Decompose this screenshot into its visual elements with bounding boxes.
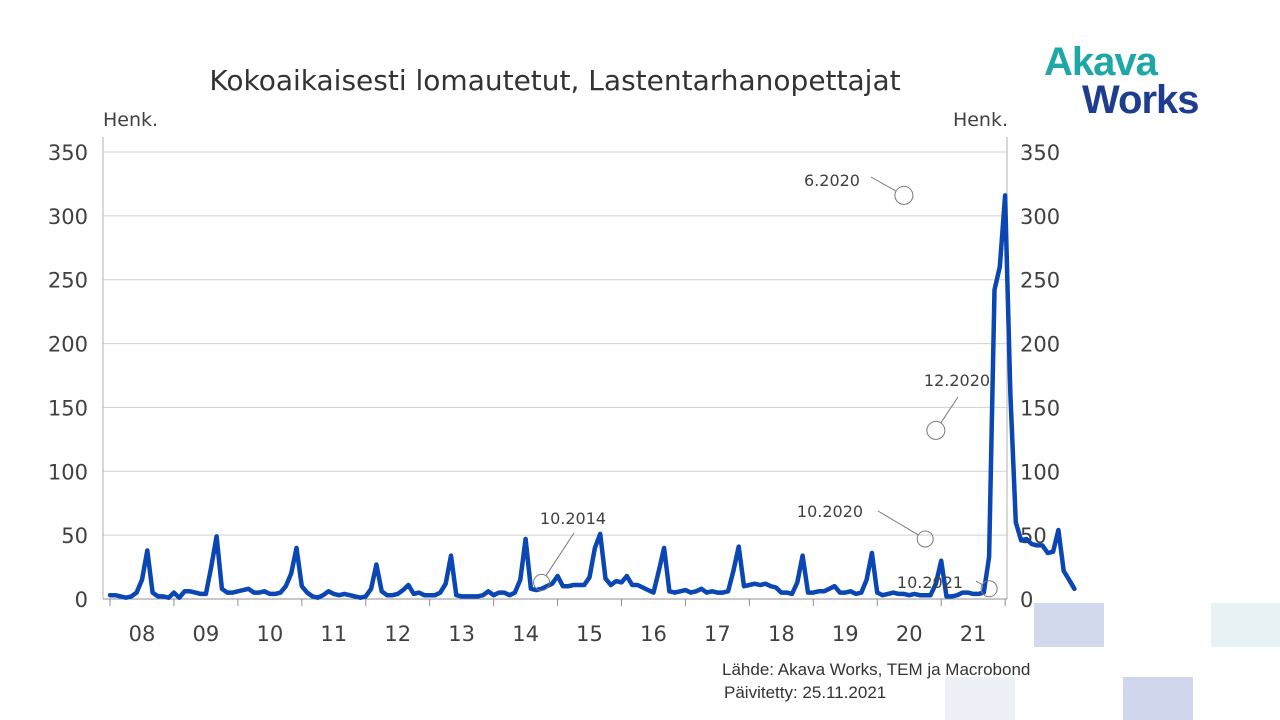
y-tick-label-right: 350 xyxy=(1020,141,1060,165)
gridlines xyxy=(103,151,1007,536)
source-note: Lähde: Akava Works, TEM ja Macrobond xyxy=(722,660,1031,679)
y-tick-label-left: 200 xyxy=(48,333,88,357)
annotation-leader xyxy=(975,580,983,586)
annotations: 6.2020 12.2020 10.2020 10.2014 10.2021 xyxy=(533,171,998,598)
axes xyxy=(102,137,1008,606)
decorative-square xyxy=(1211,603,1280,647)
y-tick-label-left: 100 xyxy=(48,460,88,484)
y-tick-label-left: 50 xyxy=(61,524,88,548)
x-tick-label: 21 xyxy=(960,622,987,646)
x-tick-label: 17 xyxy=(704,622,731,646)
x-tick-label: 08 xyxy=(129,622,156,646)
annotation-leader xyxy=(877,510,919,536)
y-ticks-left: 0 50 100 150 200 250 300 350 xyxy=(48,141,88,612)
x-tick-label: 12 xyxy=(384,622,411,646)
y-tick-label-right: 250 xyxy=(1020,269,1060,293)
x-tick-label: 15 xyxy=(576,622,603,646)
y-tick-label-right: 300 xyxy=(1020,205,1060,229)
y-tick-label-right: 0 xyxy=(1020,588,1033,612)
x-tick-label: 18 xyxy=(768,622,795,646)
annotation-marker xyxy=(980,580,998,598)
series-line xyxy=(107,193,1077,600)
annotation-label: 10.2021 xyxy=(897,573,963,592)
y-tick-label-right: 200 xyxy=(1020,333,1060,357)
annotation-label: 10.2020 xyxy=(797,502,863,521)
annotation-leader xyxy=(545,532,575,576)
x-tick-label: 14 xyxy=(512,622,539,646)
x-tick-label: 19 xyxy=(832,622,859,646)
y-unit-left: Henk. xyxy=(103,109,158,131)
annotation-leader xyxy=(940,396,959,424)
x-ticks: 08 09 10 11 12 13 14 15 16 17 18 19 20 21 xyxy=(129,622,987,646)
annotation-marker xyxy=(916,530,934,548)
y-tick-label-left: 0 xyxy=(75,588,88,612)
annotation-marker xyxy=(533,573,551,591)
akava-works-logo: Akava Works xyxy=(1044,40,1244,130)
y-tick-label-right: 150 xyxy=(1020,396,1060,420)
annotation-label: 6.2020 xyxy=(804,171,860,190)
y-tick-label-left: 300 xyxy=(48,205,88,229)
updated-note: Päivitetty: 25.11.2021 xyxy=(724,683,887,702)
y-unit-right: Henk. xyxy=(953,109,1008,131)
x-tick-label: 20 xyxy=(896,622,923,646)
decorative-square xyxy=(1034,603,1104,647)
annotation-label: 12.2020 xyxy=(924,371,990,390)
x-tick-label: 10 xyxy=(256,622,283,646)
y-tick-label-right: 100 xyxy=(1020,460,1060,484)
annotation-marker xyxy=(894,185,914,205)
logo-text-akava: Akava xyxy=(1044,40,1158,84)
x-tick-label: 16 xyxy=(640,622,667,646)
y-tick-label-left: 150 xyxy=(48,396,88,420)
x-tick-label: 11 xyxy=(320,622,347,646)
x-tick-label: 09 xyxy=(193,622,220,646)
series xyxy=(107,193,1077,600)
chart-title: Kokoaikaisesti lomautetut, Lastentarhano… xyxy=(209,64,900,97)
annotation-leader xyxy=(870,176,897,192)
annotation-label: 10.2014 xyxy=(540,509,606,528)
logo-text-works: Works xyxy=(1082,78,1200,122)
decorative-square xyxy=(1123,677,1193,720)
annotation-marker xyxy=(926,420,946,440)
x-tick-label: 13 xyxy=(448,622,475,646)
y-tick-label-left: 350 xyxy=(48,141,88,165)
decorative-square xyxy=(945,677,1015,720)
y-tick-label-left: 250 xyxy=(48,269,88,293)
